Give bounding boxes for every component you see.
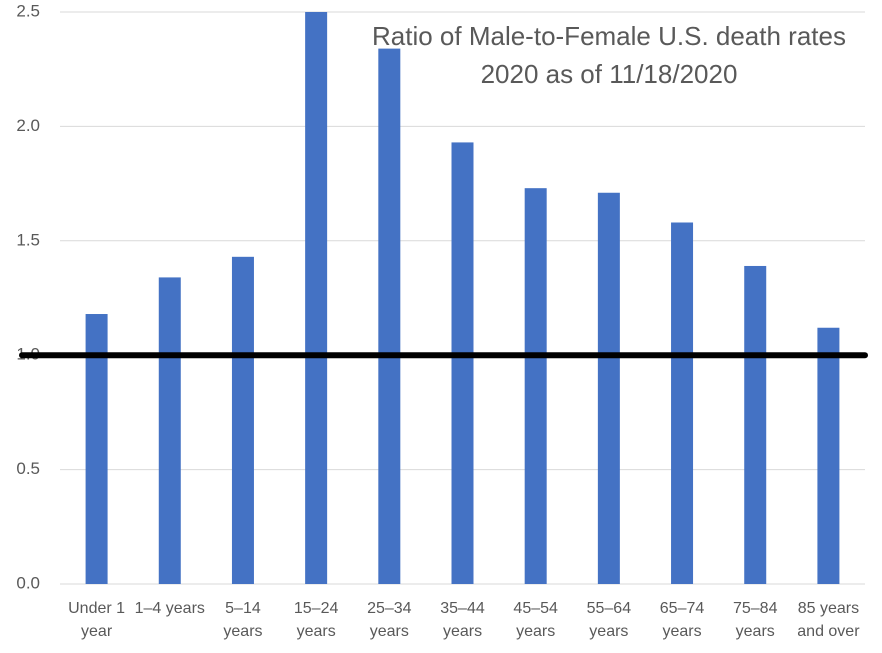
bar — [451, 142, 474, 584]
y-tick-label: 2.0 — [16, 116, 40, 135]
x-tick-label: 45–54 years — [513, 600, 558, 640]
y-tick-label: 0.5 — [16, 459, 40, 478]
x-tick-label: 35–44 years — [440, 600, 485, 640]
x-tick-label: 25–34 years — [367, 600, 412, 640]
bar — [378, 48, 401, 584]
bar — [671, 222, 694, 584]
x-tick-label: 1–4 years — [135, 600, 205, 617]
bar — [158, 277, 181, 584]
x-tick-label: 75–84 years — [733, 600, 778, 640]
chart-subtitle: 2020 as of 11/18/2020 — [481, 59, 738, 89]
x-tick-label: 65–74 years — [660, 600, 705, 640]
y-tick-label: 0.0 — [16, 573, 40, 592]
x-tick-label: 55–64 years — [587, 600, 632, 640]
bar — [817, 327, 840, 584]
x-tick-label: 5–14 years — [223, 600, 262, 640]
chart-title: Ratio of Male-to-Female U.S. death rates — [372, 21, 846, 51]
bar — [231, 256, 254, 584]
bar — [524, 188, 547, 584]
x-tick-label: 85 years and over — [797, 600, 860, 640]
x-tick-label: Under 1 year — [68, 600, 125, 640]
x-tick-label: 15–24 years — [294, 600, 339, 640]
bar — [85, 314, 108, 584]
bar — [305, 12, 328, 584]
bar — [597, 192, 620, 584]
y-tick-label: 2.5 — [16, 1, 40, 20]
bar — [744, 265, 767, 584]
y-tick-label: 1.5 — [16, 230, 40, 249]
